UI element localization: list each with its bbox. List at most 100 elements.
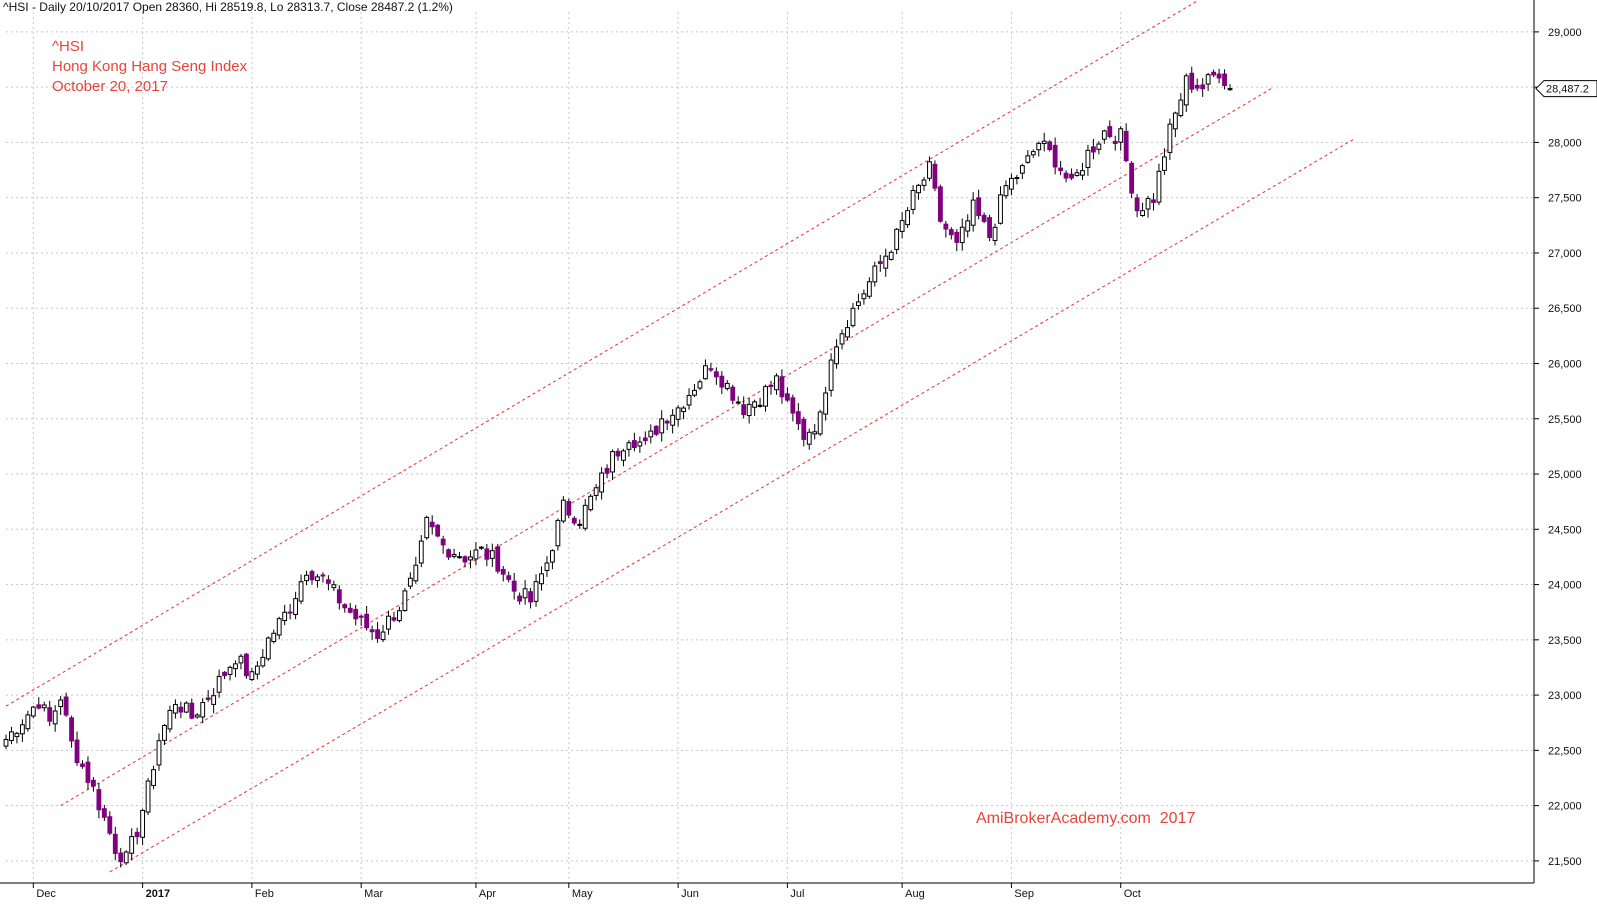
x-tick-label: Jul [790,888,804,900]
x-tick-label: Oct [1124,888,1141,900]
candle-body-up [850,307,856,327]
y-tick-label: 23,000 [1548,690,1582,702]
candle-body-up [424,516,430,539]
candle-body-up [183,702,189,713]
candle-body-up [254,665,260,675]
candle-body-down [325,579,331,584]
y-tick-label: 24,000 [1548,580,1582,592]
candle-body-down [69,717,74,742]
chart-date-annotation: October 20, 2017 [52,78,168,95]
x-tick-label: Dec [36,888,56,900]
y-tick-label: 28,000 [1548,137,1582,149]
candle-body-up [992,226,998,241]
candle-body-up [965,220,971,232]
y-tick-label: 21,500 [1548,856,1582,868]
y-tick-label: 27,000 [1548,248,1582,260]
candle-body-down [112,833,118,854]
y-tick-label: 26,000 [1548,358,1582,370]
x-tick-label: May [572,888,593,900]
candle-body-down [342,604,348,609]
candle-body-down [566,501,572,516]
candle-body-up [413,564,419,582]
candle-body-up [861,293,867,300]
candle-body-down [96,789,102,811]
last-price-label: 28,487.2 [1546,84,1589,96]
candle-body-up [3,738,9,747]
candle-body-up [25,714,31,730]
candle-body-up [282,611,288,622]
candle-body-up [752,401,758,408]
candle-body-down [604,468,610,474]
candle-body-up [41,704,47,709]
x-tick-label: Aug [905,888,925,900]
candle-body-up [757,404,763,407]
candle-body-down [391,617,397,621]
candle-body-up [304,574,309,582]
y-tick-label: 24,500 [1548,524,1582,536]
y-tick-label: 22,500 [1548,745,1582,757]
candle-body-down [309,571,315,581]
candle-body-up [610,451,615,473]
candle-body-down [795,411,801,425]
candle-body-up [1025,155,1031,163]
candle-body-up [905,210,911,226]
candle-body-up [397,610,402,622]
candle-body-up [200,702,206,718]
candle-body-up [457,556,462,559]
candle-body-up [1014,177,1020,180]
candle-body-up [386,615,391,630]
candle-body-up [331,584,337,589]
candle-body-down [287,611,293,614]
candle-body-up [260,656,266,667]
candle-body-up [129,836,135,854]
candle-body-up [1145,198,1151,210]
candle-body-up [686,395,692,406]
candle-body-down [1052,144,1058,168]
candle-body-up [659,418,665,434]
candle-body-up [145,780,151,813]
candle-body-up [522,588,528,599]
candle-body-up [637,441,643,447]
candle-body-down [178,706,184,713]
candle-body-up [14,732,20,738]
candle-body-down [484,548,490,560]
candle-body-down [1211,71,1217,76]
candle-body-down [1129,162,1135,194]
candle-body-up [30,706,36,717]
candle-body-up [489,550,495,559]
candle-body-up [927,161,932,179]
candle-body-up [763,386,768,407]
candle-body-up [418,540,424,564]
candle-body-down [664,420,670,424]
candle-body-down [189,702,195,719]
candle-body-down [446,549,452,558]
candle-body-up [19,724,25,735]
candle-body-down [1123,130,1129,162]
candle-body-down [517,595,523,602]
candle-body-down [205,697,211,700]
x-tick-label: Feb [255,888,274,900]
candle-body-up [582,504,588,529]
candle-body-down [615,450,621,457]
chart-header-quote: ^HSI - Daily 20/10/2017 Open 28360, Hi 2… [3,0,453,14]
candle-body-down [719,375,725,388]
candle-body-up [599,472,605,493]
candle-body-down [801,418,807,440]
candle-body-down [1058,167,1064,172]
candle-body-up [555,519,561,547]
x-tick-label: Sep [1014,888,1034,900]
candle-body-up [681,407,686,413]
candle-body-up [621,450,626,461]
candle-body-down [358,615,364,618]
candle-body-up [276,618,282,636]
candle-body-up [380,631,386,641]
candle-body-up [1183,75,1189,106]
chart-symbol-annotation: ^HSI [52,38,85,55]
candle-body-up [921,179,927,186]
candle-body-up [550,550,555,563]
candle-body-up [703,365,708,380]
candle-body-down [320,574,326,577]
candle-body-up [593,487,599,496]
candle-body-down [495,546,501,572]
candle-body-up [407,577,413,587]
